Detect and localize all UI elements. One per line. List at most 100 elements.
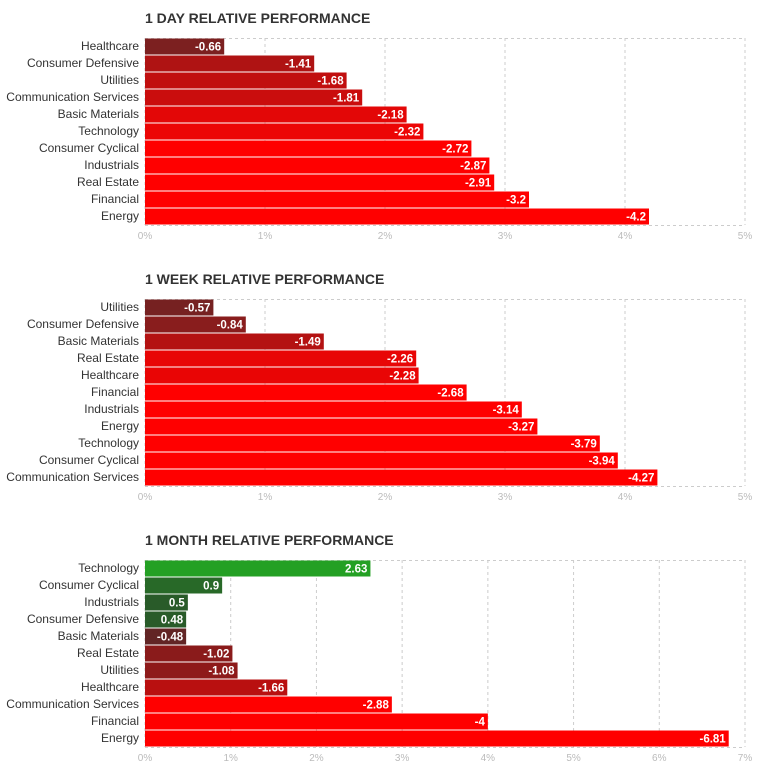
tick-label: 7% <box>738 753 753 764</box>
value-label: -2.28 <box>389 371 416 383</box>
value-label: 2.63 <box>345 564 367 576</box>
tick-label: 3% <box>498 492 513 503</box>
value-label: -2.32 <box>394 127 420 139</box>
bar <box>145 645 233 662</box>
bar <box>145 418 538 435</box>
bar <box>145 123 424 140</box>
category-label: Consumer Cyclical <box>39 578 139 592</box>
category-label: Real Estate <box>77 646 139 660</box>
category-label: Basic Materials <box>58 107 139 121</box>
bar <box>145 140 472 157</box>
category-label: Real Estate <box>77 175 139 189</box>
value-label: -0.48 <box>157 632 184 644</box>
category-label: Energy <box>101 419 139 433</box>
category-label: Communication Services <box>6 470 139 484</box>
value-label: -4.2 <box>626 212 646 224</box>
bar <box>145 713 488 730</box>
bar <box>145 560 371 577</box>
value-label: -2.87 <box>460 161 486 173</box>
category-label: Consumer Cyclical <box>39 453 139 467</box>
bar <box>145 611 187 628</box>
chart-title: 1 MONTH RELATIVE PERFORMANCE <box>145 532 394 548</box>
category-label: Financial <box>91 714 139 728</box>
category-label: Technology <box>78 561 139 575</box>
tick-label: 5% <box>738 231 753 242</box>
category-label: Consumer Cyclical <box>39 141 139 155</box>
value-label: -2.72 <box>442 144 468 156</box>
bar <box>145 55 315 72</box>
bar <box>145 628 187 645</box>
tick-label: 6% <box>652 753 667 764</box>
bar <box>145 679 288 696</box>
value-label: -2.88 <box>363 700 390 712</box>
category-label: Utilities <box>100 663 139 677</box>
value-label: -1.08 <box>208 666 235 678</box>
category-label: Consumer Defensive <box>27 56 139 70</box>
category-label: Communication Services <box>6 90 139 104</box>
tick-label: 4% <box>618 492 633 503</box>
chart-title: 1 WEEK RELATIVE PERFORMANCE <box>145 271 385 287</box>
value-label: -1.66 <box>258 683 284 695</box>
category-label: Consumer Defensive <box>27 612 139 626</box>
category-label: Utilities <box>100 73 139 87</box>
tick-label: 2% <box>378 492 393 503</box>
tick-label: 1% <box>258 231 273 242</box>
value-label: -2.26 <box>387 354 413 366</box>
tick-label: 3% <box>395 753 410 764</box>
tick-label: 4% <box>481 753 496 764</box>
bar <box>145 401 522 418</box>
category-label: Industrials <box>84 158 139 172</box>
bar <box>145 106 407 123</box>
value-label: -0.84 <box>217 320 244 332</box>
bar <box>145 316 246 333</box>
tick-label: 4% <box>618 231 633 242</box>
bar <box>145 299 214 316</box>
value-label: -1.49 <box>295 337 321 349</box>
value-label: -3.27 <box>508 422 534 434</box>
bar <box>145 208 649 225</box>
chart-1-month: 1 MONTH RELATIVE PERFORMANCE Technology 2… <box>0 532 773 765</box>
tick-label: 2% <box>309 753 324 764</box>
value-label: -2.91 <box>465 178 492 190</box>
tick-label: 2% <box>378 231 393 242</box>
category-label: Technology <box>78 124 139 138</box>
bar <box>145 435 600 452</box>
bar <box>145 157 490 174</box>
bar <box>145 384 467 401</box>
bar <box>145 696 392 713</box>
value-label: -4.27 <box>628 473 654 485</box>
category-label: Technology <box>78 436 139 450</box>
category-label: Energy <box>101 209 139 223</box>
tick-label: 0% <box>138 492 153 503</box>
category-label: Industrials <box>84 402 139 416</box>
bar-chart-svg: Technology 2.63 Consumer Cyclical 0.9 Indust… <box>6 560 753 764</box>
tick-label: 0% <box>138 753 153 764</box>
value-label: -1.41 <box>285 59 312 71</box>
category-label: Consumer Defensive <box>27 317 139 331</box>
value-label: -0.66 <box>195 42 221 54</box>
tick-label: 5% <box>738 492 753 503</box>
value-label: 0.5 <box>169 598 186 610</box>
value-label: -0.57 <box>184 303 210 315</box>
category-label: Real Estate <box>77 351 139 365</box>
chart-1-day: 1 DAY RELATIVE PERFORMANCE Healthcare -0.… <box>0 10 773 245</box>
category-label: Financial <box>91 385 139 399</box>
category-label: Basic Materials <box>58 334 139 348</box>
tick-label: 1% <box>223 753 238 764</box>
bar <box>145 333 324 350</box>
value-label: -1.02 <box>203 649 229 661</box>
category-label: Healthcare <box>81 680 139 694</box>
bar <box>145 469 658 486</box>
category-label: Industrials <box>84 595 139 609</box>
value-label: -1.68 <box>317 76 344 88</box>
category-label: Healthcare <box>81 39 139 53</box>
tick-label: 0% <box>138 231 153 242</box>
bar <box>145 174 495 191</box>
value-label: -3.79 <box>571 439 597 451</box>
category-label: Financial <box>91 192 139 206</box>
bar <box>145 38 225 55</box>
value-label: -2.68 <box>437 388 464 400</box>
value-label: 0.9 <box>203 581 219 593</box>
value-label: -4 <box>475 717 486 729</box>
tick-label: 1% <box>258 492 273 503</box>
